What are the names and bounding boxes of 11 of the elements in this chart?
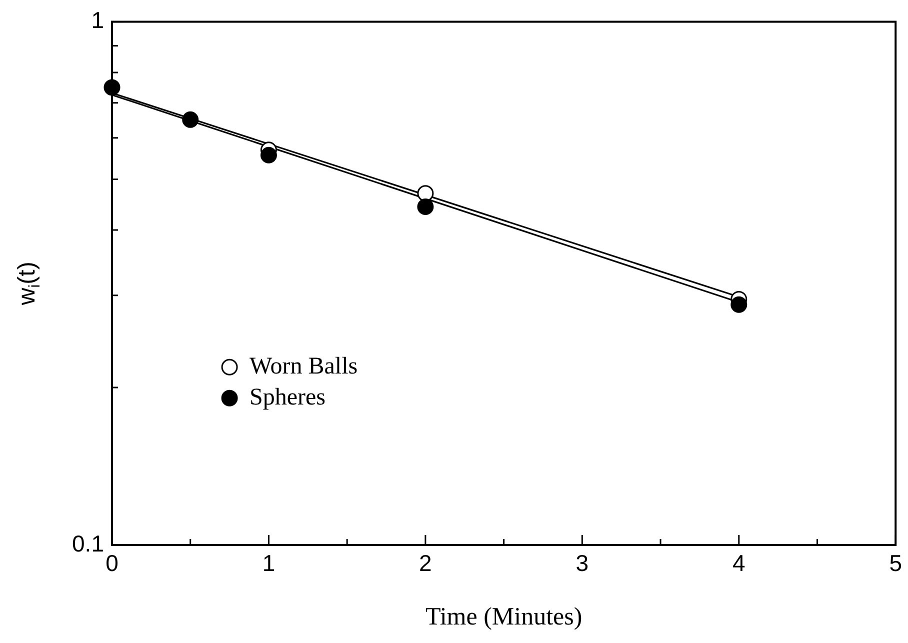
legend-label: Worn Balls xyxy=(250,353,358,380)
x-tick-label: 1 xyxy=(262,550,276,576)
x-tick-label: 0 xyxy=(106,550,118,576)
x-tick-label: 5 xyxy=(889,550,902,576)
x-axis-title: Time (Minutes) xyxy=(425,604,582,631)
y-axis-title: wi(t) xyxy=(14,262,44,306)
legend-label: Spheres xyxy=(250,384,326,410)
x-tick-label: 3 xyxy=(576,550,589,576)
x-tick-label: 4 xyxy=(732,550,746,576)
y-tick-label: 0.1 xyxy=(72,530,104,556)
x-tick-label: 2 xyxy=(419,550,432,576)
